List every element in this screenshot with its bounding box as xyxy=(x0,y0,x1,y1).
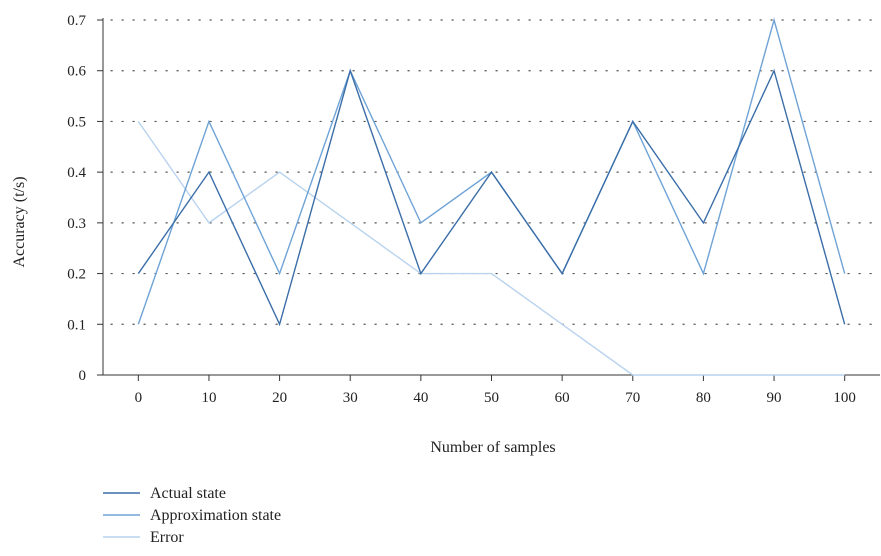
y-tick-label: 0.6 xyxy=(67,64,86,80)
legend: Actual state Approximation state Error xyxy=(103,485,281,546)
x-tick-label: 20 xyxy=(272,390,287,406)
x-tick-label: 80 xyxy=(696,390,711,406)
x-tick-label: 10 xyxy=(201,390,216,406)
x-tick-label: 0 xyxy=(135,390,143,406)
y-tick-label: 0.2 xyxy=(67,267,86,283)
x-tick-label: 90 xyxy=(767,390,782,406)
y-tick-label: 0.5 xyxy=(67,114,86,130)
y-tick-label: 0.1 xyxy=(67,317,86,333)
legend-label: Actual state xyxy=(150,485,226,502)
x-tick-label: 30 xyxy=(343,390,358,406)
x-tick-label: 60 xyxy=(555,390,570,406)
y-tick-label: 0 xyxy=(79,368,87,384)
x-tick-label: 40 xyxy=(413,390,428,406)
y-tick-label: 0.7 xyxy=(67,13,86,29)
y-tick-label: 0.4 xyxy=(67,165,86,181)
series-lines xyxy=(137,17,846,376)
axes xyxy=(97,18,880,381)
legend-label: Error xyxy=(150,529,184,546)
series-line-actual-state xyxy=(137,68,846,327)
series-line-error xyxy=(137,121,845,376)
tick-labels: 0 0.1 0.2 0.3 0.4 0.5 0.6 0.7 0 10 20 30 40 50 60 70 80 9… xyxy=(67,13,856,406)
x-tick-label: 100 xyxy=(833,390,856,406)
y-axis-label: Accuracy (t/s) xyxy=(11,176,28,267)
x-axis-label: Number of samples xyxy=(430,439,555,456)
y-tick-label: 0.3 xyxy=(67,216,86,232)
x-tick-label: 50 xyxy=(484,390,499,406)
x-tick-label: 70 xyxy=(625,390,640,406)
grid-lines xyxy=(110,19,881,325)
legend-label: Approximation state xyxy=(150,507,281,524)
